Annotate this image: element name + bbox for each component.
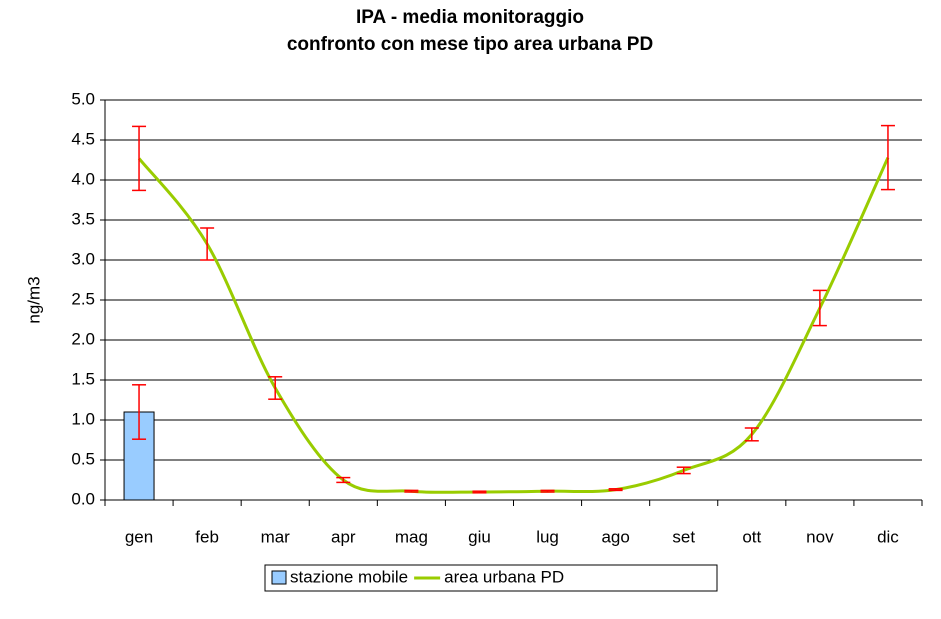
error-bar bbox=[404, 489, 419, 493]
x-tick-label: ago bbox=[601, 527, 629, 546]
error-bar bbox=[744, 427, 759, 442]
x-tick-label: feb bbox=[195, 527, 219, 546]
y-tick-label: 4.0 bbox=[71, 169, 95, 188]
y-tick-label: 5.0 bbox=[71, 89, 95, 108]
y-tick-label: 3.0 bbox=[71, 249, 95, 268]
x-tick-label: lug bbox=[536, 527, 559, 546]
y-axis-label: ng/m3 bbox=[24, 276, 43, 323]
error-bar bbox=[676, 466, 691, 475]
x-tick-label: gen bbox=[125, 527, 153, 546]
error-bar bbox=[132, 125, 147, 192]
x-tick-label: giu bbox=[468, 527, 491, 546]
x-tick-label: mar bbox=[261, 527, 291, 546]
y-tick-label: 3.5 bbox=[71, 209, 95, 228]
y-tick-label: 2.0 bbox=[71, 329, 95, 348]
error-bar bbox=[608, 488, 623, 492]
x-tick-label: apr bbox=[331, 527, 356, 546]
error-bar bbox=[880, 124, 895, 191]
y-tick-label: 0.5 bbox=[71, 449, 95, 468]
y-tick-label: 1.5 bbox=[71, 369, 95, 388]
x-tick-label: nov bbox=[806, 527, 834, 546]
legend bbox=[264, 564, 718, 592]
x-tick-label: mag bbox=[395, 527, 428, 546]
legend-label: stazione mobile bbox=[290, 567, 408, 586]
y-tick-label: 2.5 bbox=[71, 289, 95, 308]
error-bar bbox=[540, 489, 555, 493]
chart-title: IPA - media monitoraggio bbox=[356, 7, 584, 28]
y-tick-label: 4.5 bbox=[71, 129, 95, 148]
error-bar bbox=[336, 476, 351, 484]
legend-label: area urbana PD bbox=[444, 567, 564, 586]
error-bar bbox=[200, 227, 215, 261]
line bbox=[137, 156, 890, 494]
y-tick-label: 0.0 bbox=[71, 489, 95, 508]
x-tick-label: set bbox=[672, 527, 695, 546]
error-bar bbox=[268, 376, 283, 400]
error-bar bbox=[472, 490, 487, 494]
error-bar bbox=[812, 289, 827, 327]
chart-title: confronto con mese tipo area urbana PD bbox=[287, 34, 653, 55]
error-bar bbox=[132, 384, 147, 440]
y-tick-label: 1.0 bbox=[71, 409, 95, 428]
legend-swatch bbox=[271, 570, 287, 585]
x-tick-label: ott bbox=[742, 527, 761, 546]
x-tick-label: dic bbox=[877, 527, 899, 546]
